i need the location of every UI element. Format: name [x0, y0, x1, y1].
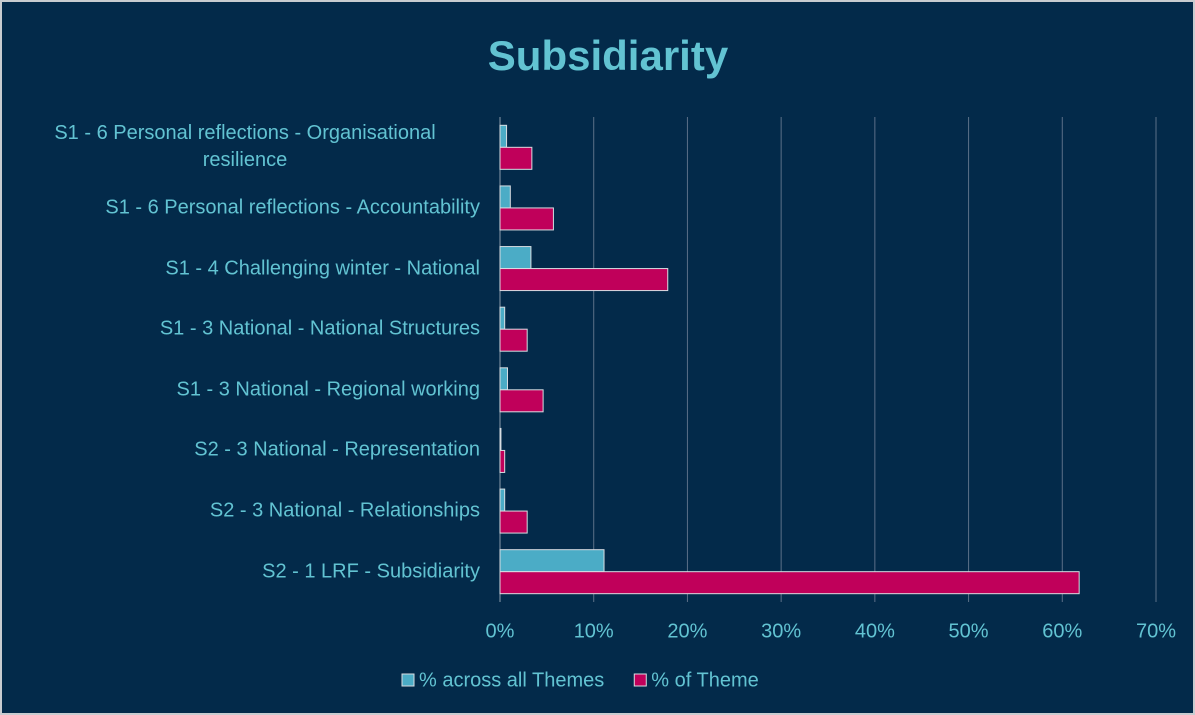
bar — [499, 367, 508, 391]
bar — [499, 549, 605, 573]
bar — [499, 427, 502, 451]
chart-title: Subsidiarity — [488, 32, 729, 79]
bar — [499, 389, 544, 413]
bar — [499, 124, 508, 148]
x-tick-label: 10% — [574, 620, 614, 642]
bar — [499, 268, 669, 292]
bar — [499, 306, 506, 330]
legend-label: % across all Themes — [419, 669, 604, 691]
x-tick-label: 50% — [949, 620, 989, 642]
legend-swatch — [633, 673, 647, 687]
category-text: S1 - 3 National - Regional working — [176, 378, 481, 401]
x-tick-label: 20% — [667, 620, 707, 642]
bar — [499, 328, 528, 352]
category-label: S2 - 3 National - Representation — [10, 437, 480, 464]
category-label: S2 - 3 National - Relationships — [10, 498, 480, 525]
bar — [499, 246, 532, 270]
x-tick-label: 70% — [1136, 620, 1176, 642]
bar — [499, 185, 511, 209]
category-text: S2 - 3 National - Relationships — [209, 499, 480, 522]
x-tick-label: 60% — [1042, 620, 1082, 642]
category-label: S2 - 1 LRF - Subsidiarity — [10, 558, 480, 585]
x-tick-label: 40% — [855, 620, 895, 642]
legend-label: % of Theme — [651, 669, 758, 691]
bar — [499, 146, 533, 170]
bar — [499, 488, 506, 512]
bar — [499, 207, 554, 231]
bar — [499, 449, 506, 473]
x-tick-label: 0% — [486, 620, 515, 642]
category-text: S1 - 6 Personal reflections - Organisati… — [54, 122, 436, 172]
category-text: S1 - 6 Personal reflections - Accountabi… — [105, 196, 480, 219]
category-text: S1 - 4 Challenging winter - National — [165, 257, 480, 280]
category-text: S2 - 3 National - Representation — [194, 438, 480, 461]
category-label: S1 - 6 Personal reflections - Accountabi… — [10, 194, 480, 221]
bar — [499, 510, 528, 534]
category-label: S1 - 3 National - National Structures — [10, 316, 480, 343]
category-label: S1 - 6 Personal reflections - Organisati… — [10, 120, 480, 174]
category-label: S1 - 3 National - Regional working — [10, 376, 481, 403]
category-text: S2 - 1 LRF - Subsidiarity — [262, 560, 480, 583]
legend-swatch — [401, 673, 415, 687]
category-text: S1 - 3 National - National Structures — [159, 317, 480, 340]
x-tick-label: 30% — [761, 620, 801, 642]
category-label: S1 - 4 Challenging winter - National — [10, 255, 480, 282]
bar — [499, 571, 1080, 595]
